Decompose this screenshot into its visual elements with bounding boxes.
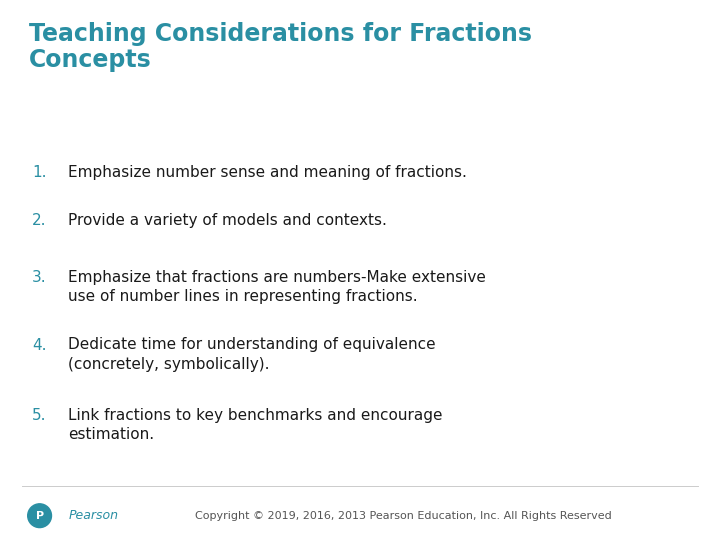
Text: 2.: 2.	[32, 213, 47, 228]
Text: Copyright © 2019, 2016, 2013 Pearson Education, Inc. All Rights Reserved: Copyright © 2019, 2016, 2013 Pearson Edu…	[195, 511, 611, 521]
Text: 5.: 5.	[32, 408, 47, 423]
Text: 4.: 4.	[32, 338, 47, 353]
Text: Emphasize that fractions are numbers-Make extensive
use of number lines in repre: Emphasize that fractions are numbers-Mak…	[68, 270, 486, 304]
Text: Teaching Considerations for Fractions
Concepts: Teaching Considerations for Fractions Co…	[29, 22, 532, 72]
Text: Provide a variety of models and contexts.: Provide a variety of models and contexts…	[68, 213, 387, 228]
Text: Dedicate time for understanding of equivalence
(concretely, symbolically).: Dedicate time for understanding of equiv…	[68, 338, 436, 372]
Text: Emphasize number sense and meaning of fractions.: Emphasize number sense and meaning of fr…	[68, 165, 467, 180]
Text: P: P	[35, 511, 44, 521]
Text: Link fractions to key benchmarks and encourage
estimation.: Link fractions to key benchmarks and enc…	[68, 408, 443, 442]
Text: 1.: 1.	[32, 165, 47, 180]
Ellipse shape	[27, 504, 52, 528]
Text: Pearson: Pearson	[68, 509, 118, 522]
Text: 3.: 3.	[32, 270, 47, 285]
